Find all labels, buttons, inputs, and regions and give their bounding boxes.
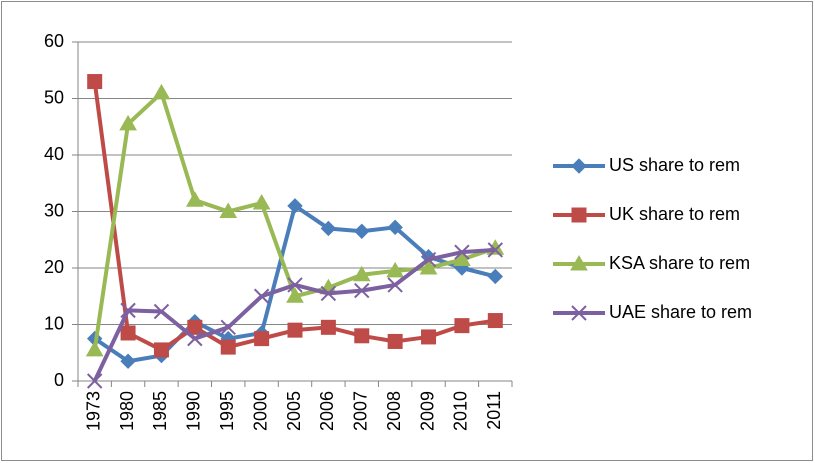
marker <box>320 220 337 237</box>
marker <box>287 198 303 214</box>
marker <box>354 223 370 239</box>
marker <box>252 194 271 210</box>
marker <box>120 302 136 319</box>
marker <box>570 254 588 271</box>
x-tick-label: 2007 <box>351 391 371 431</box>
marker <box>220 319 236 336</box>
marker <box>86 373 103 389</box>
marker <box>487 313 503 329</box>
y-tick-label: 50 <box>44 87 64 107</box>
marker <box>487 268 504 285</box>
marker <box>87 74 103 90</box>
marker <box>85 340 104 357</box>
marker <box>487 242 504 258</box>
marker <box>453 250 471 267</box>
marker <box>387 333 403 349</box>
marker <box>571 158 587 174</box>
marker <box>352 265 371 282</box>
x-tick-label: 1980 <box>117 391 137 431</box>
x-tick-label: 2011 <box>484 391 504 430</box>
marker <box>287 277 303 293</box>
y-tick-label: 10 <box>44 313 64 333</box>
marker <box>320 285 337 302</box>
marker <box>320 319 336 335</box>
y-tick-label: 20 <box>44 257 64 277</box>
x-tick-label: 2008 <box>384 391 404 431</box>
marker <box>153 342 169 358</box>
marker <box>419 258 438 275</box>
marker <box>253 288 270 304</box>
legend-label: KSA share to rem <box>609 253 750 273</box>
marker <box>153 303 170 320</box>
marker <box>187 330 203 347</box>
y-tick-label: 40 <box>44 144 64 164</box>
marker <box>571 305 587 321</box>
marker <box>254 331 270 347</box>
marker <box>220 339 236 355</box>
marker <box>219 202 238 218</box>
marker <box>387 277 403 293</box>
marker <box>386 261 405 278</box>
marker <box>187 319 203 335</box>
x-tick-label: 1973 <box>83 391 103 431</box>
marker <box>454 244 470 260</box>
marker <box>571 207 587 223</box>
x-tick-label: 2006 <box>317 391 337 431</box>
legend-label: US share to rem <box>609 155 740 175</box>
marker <box>185 191 204 207</box>
x-tick-label: 2010 <box>451 391 471 431</box>
marker <box>120 325 136 341</box>
y-tick-label: 0 <box>54 370 64 390</box>
marker <box>354 282 370 299</box>
legend-label: UAE share to rem <box>609 302 752 322</box>
marker <box>421 329 437 345</box>
x-tick-label: 1990 <box>184 391 204 431</box>
marker <box>119 114 137 131</box>
y-tick-label: 60 <box>44 31 64 51</box>
x-tick-label: 1985 <box>150 391 170 431</box>
y-tick-label: 30 <box>44 200 64 220</box>
legend-label: UK share to rem <box>609 204 740 224</box>
marker <box>454 318 470 334</box>
marker <box>287 322 303 338</box>
x-tick-label: 2009 <box>417 391 437 431</box>
marker <box>286 287 304 303</box>
marker <box>120 353 136 369</box>
marker <box>354 328 370 344</box>
x-tick-label: 1995 <box>217 391 237 431</box>
marker <box>420 251 437 268</box>
x-tick-label: 2000 <box>250 391 270 431</box>
marker <box>152 83 171 100</box>
marker <box>387 219 403 236</box>
x-tick-label: 2005 <box>284 391 304 431</box>
